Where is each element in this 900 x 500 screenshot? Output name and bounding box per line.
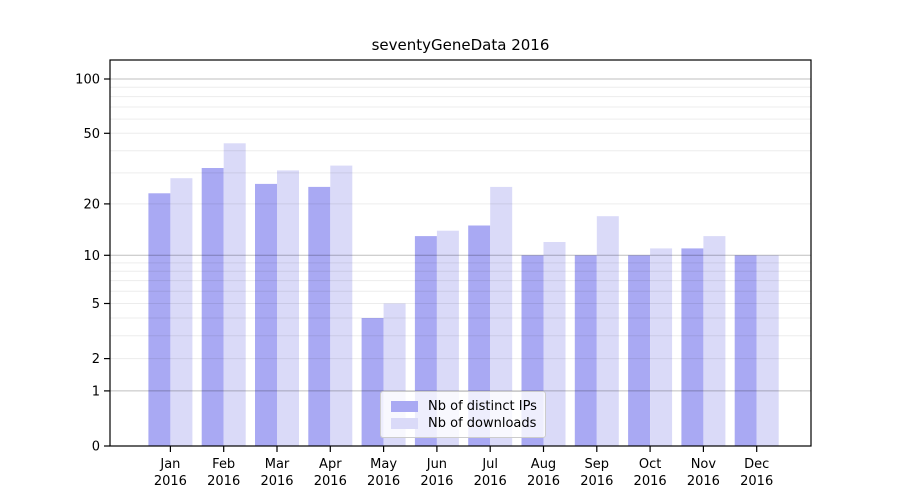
y-tick-label: 0 [92,440,100,455]
bar-nb-of-downloads-feb [223,143,246,447]
x-tick-label-year: 2016 [687,474,720,489]
x-tick-label-year: 2016 [260,474,293,489]
bar-nb-of-downloads-sep [596,216,619,446]
x-tick-label-month: Oct [639,457,661,472]
y-tick-label: 50 [83,127,100,142]
x-tick-label-month: Aug [531,457,556,472]
x-tick-label-month: Sep [585,457,610,472]
y-tick-label: 1 [92,384,100,399]
x-tick-label-year: 2016 [207,474,240,489]
bar-nb-of-downloads-jan [170,178,193,446]
x-tick-label-year: 2016 [740,474,773,489]
bar-nb-of-downloads-jul [490,186,513,446]
legend-item-distinct-ips: Nb of distinct IPs [391,398,545,415]
bar-nb-of-downloads-nov [703,236,726,446]
bar-nb-of-distinct-ips-jul [468,225,491,446]
legend: Nb of distinct IPs Nb of downloads [380,391,546,438]
x-tick-label-year: 2016 [527,474,560,489]
legend-item-downloads: Nb of downloads [391,415,545,432]
bar-nb-of-distinct-ips-nov [681,248,704,446]
bar-nb-of-downloads-mar [277,170,299,446]
bar-nb-of-distinct-ips-jan [148,193,171,446]
bar-nb-of-downloads-oct [650,248,673,446]
bar-nb-of-downloads-apr [330,165,353,446]
legend-swatch-distinct-ips [391,401,418,412]
bar-nb-of-distinct-ips-sep [574,255,597,446]
x-tick-label-year: 2016 [314,474,347,489]
x-tick-label-month: Feb [212,457,235,472]
y-tick-label: 5 [92,297,100,312]
bar-nb-of-distinct-ips-apr [308,186,331,446]
legend-label-distinct-ips: Nb of distinct IPs [428,399,537,414]
bar-nb-of-distinct-ips-feb [201,168,224,446]
x-tick-label-month: Jan [159,457,180,472]
x-tick-label-year: 2016 [634,474,667,489]
x-tick-label-year: 2016 [580,474,613,489]
bar-nb-of-downloads-dec [756,255,779,446]
x-tick-label-month: Dec [744,457,769,472]
y-tick-label: 2 [92,352,100,367]
bar-nb-of-distinct-ips-may [361,318,384,446]
legend-swatch-downloads [391,418,418,429]
x-tick-label-month: Jun [426,457,447,472]
x-tick-label-year: 2016 [420,474,453,489]
x-tick-label-month: Nov [691,457,717,472]
x-tick-label-month: Jul [481,457,498,472]
x-tick-label-year: 2016 [154,474,187,489]
y-tick-label: 20 [83,197,100,212]
bar-nb-of-downloads-aug [543,242,566,446]
x-tick-label-year: 2016 [474,474,507,489]
legend-label-downloads: Nb of downloads [428,416,537,431]
x-tick-label-year: 2016 [367,474,400,489]
chart-title: seventyGeneData 2016 [371,36,550,54]
y-tick-label: 100 [75,73,100,88]
bar-nb-of-distinct-ips-oct [628,255,651,446]
x-tick-label-month: Mar [265,457,290,472]
x-tick-label-month: May [370,457,397,472]
bar-nb-of-distinct-ips-dec [734,255,757,446]
y-tick-label: 10 [83,249,100,264]
bar-nb-of-distinct-ips-mar [255,183,277,446]
axes-frame [109,59,812,447]
x-tick-label-month: Apr [319,457,342,472]
